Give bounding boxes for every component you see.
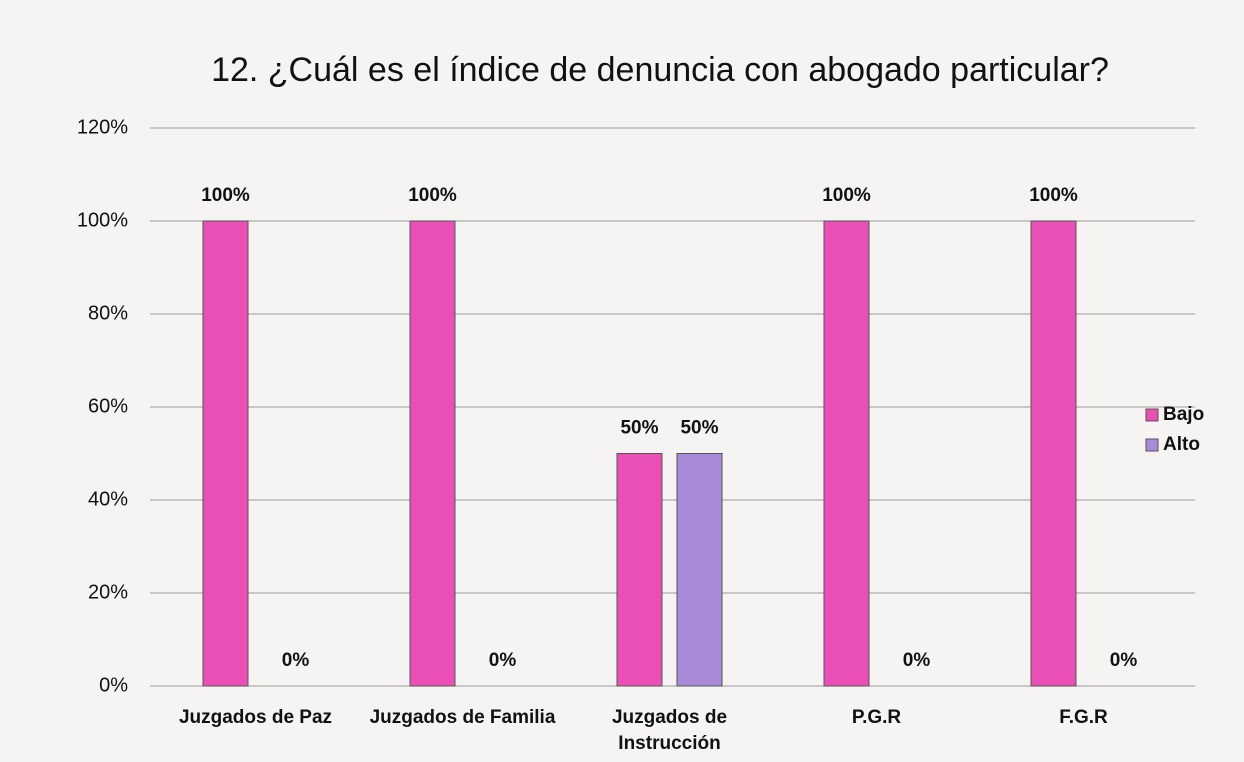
- legend-label: Alto: [1163, 434, 1200, 455]
- data-label: 100%: [1029, 185, 1078, 206]
- x-tick-label: Juzgados de Familia: [370, 707, 556, 728]
- x-tick-label: Juzgados de Instrucción: [612, 707, 727, 754]
- data-label: 0%: [1110, 650, 1138, 671]
- x-tick-label: F.G.R: [1059, 707, 1108, 728]
- legend-swatch: [1145, 438, 1159, 452]
- y-tick-label: 120%: [77, 116, 128, 138]
- x-tick-label: P.G.R: [852, 707, 902, 728]
- data-label: 0%: [282, 650, 310, 671]
- data-label: 100%: [822, 185, 871, 206]
- legend-swatch: [1145, 408, 1159, 422]
- y-tick-label: 80%: [88, 302, 128, 324]
- bar: [409, 220, 456, 687]
- bar: [1030, 220, 1077, 687]
- y-tick-label: 40%: [88, 488, 128, 510]
- y-tick-label: 20%: [88, 581, 128, 603]
- data-label: 100%: [201, 185, 250, 206]
- y-tick-label: 0%: [99, 674, 128, 696]
- bar: [202, 220, 249, 687]
- chart-title: 12. ¿Cuál es el índice de denuncia con a…: [211, 51, 1109, 89]
- data-label: 0%: [903, 650, 931, 671]
- y-tick-label: 100%: [77, 209, 128, 231]
- legend-label: Bajo: [1163, 404, 1204, 425]
- data-label: 50%: [680, 418, 718, 439]
- bar: [616, 453, 663, 687]
- data-label: 0%: [489, 650, 517, 671]
- bar: [676, 453, 723, 687]
- data-label: 50%: [620, 418, 658, 439]
- y-tick-label: 60%: [88, 395, 128, 417]
- bar: [823, 220, 870, 687]
- data-label: 100%: [408, 185, 457, 206]
- x-tick-label: Juzgados de Paz: [179, 707, 332, 728]
